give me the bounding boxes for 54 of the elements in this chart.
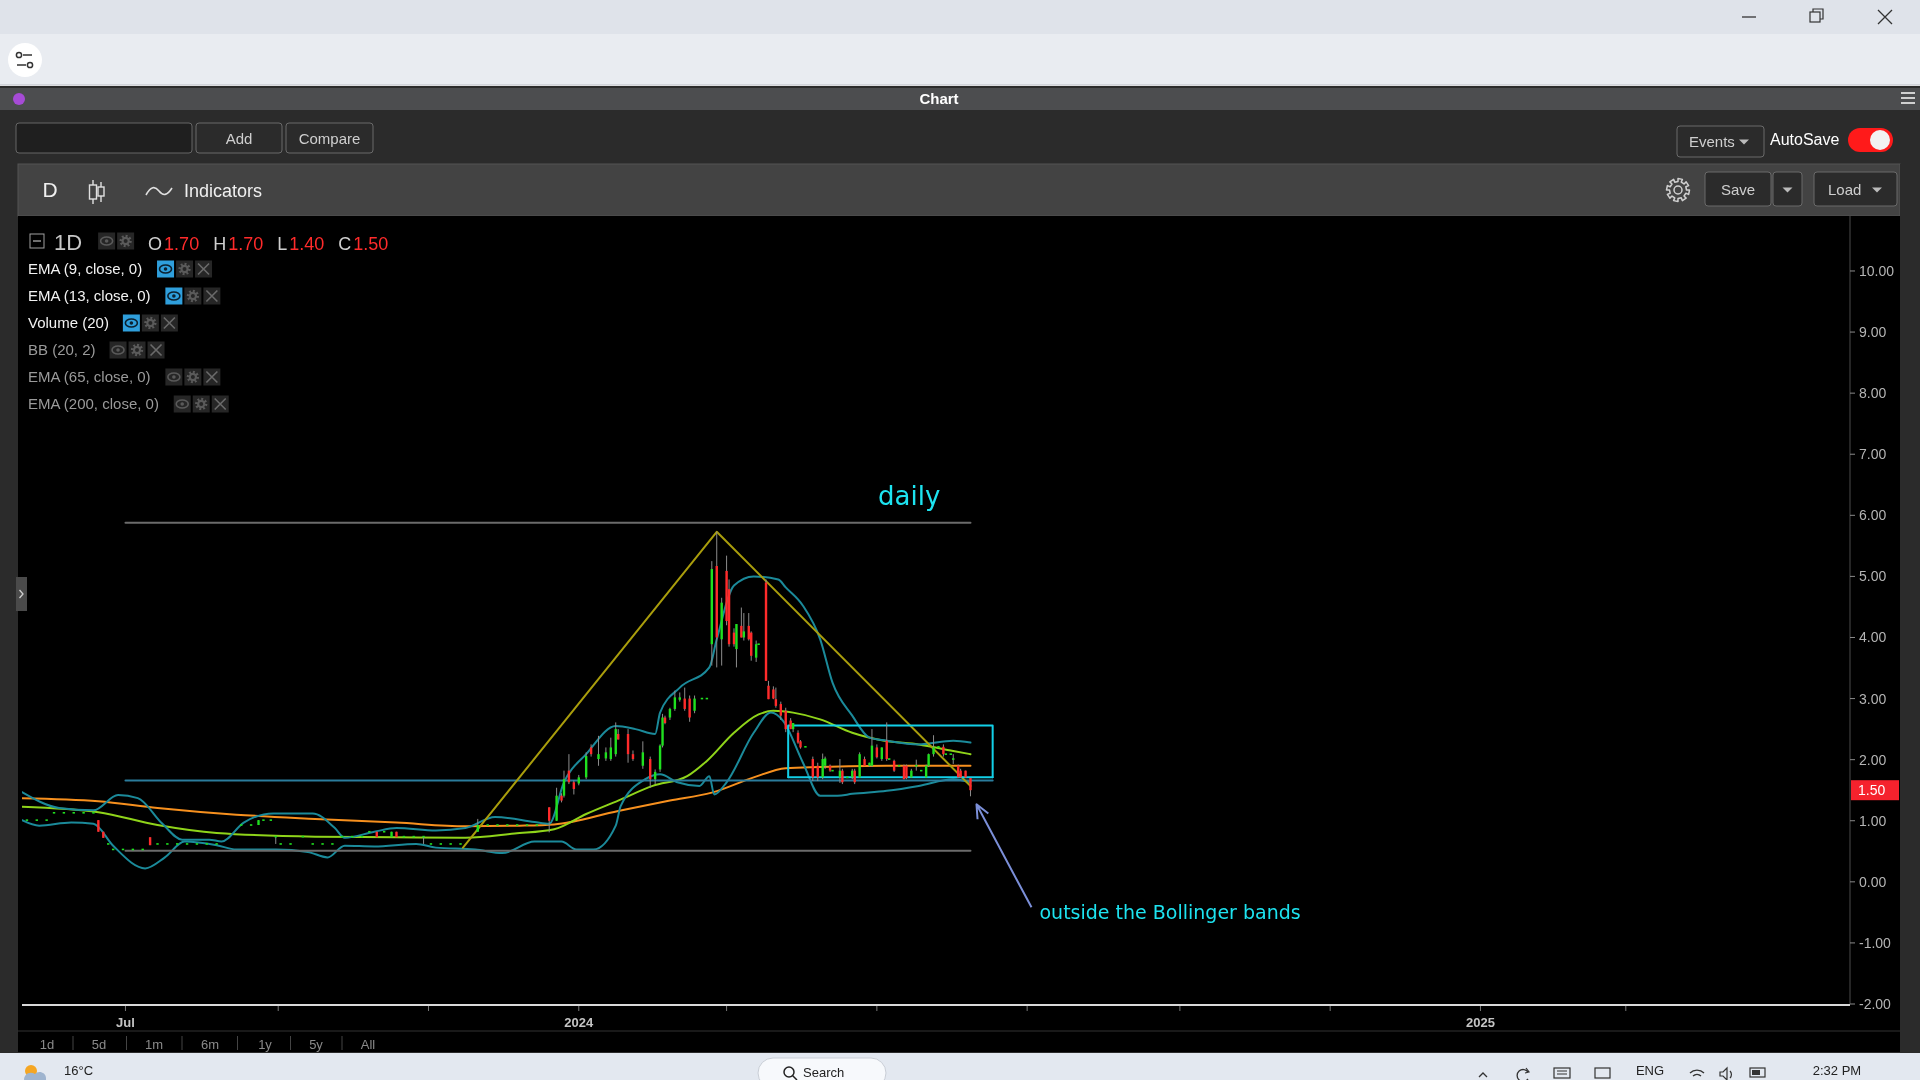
text: 1D (54, 230, 83, 255)
text: Search (803, 1065, 845, 1080)
text: 1.50 (1858, 782, 1886, 799)
y-tick-label: 6.00 (1859, 507, 1887, 524)
annotation: BB (20, 2) (28, 341, 96, 358)
text: 1m (144, 1037, 164, 1052)
annotation: outside the Bollinger bands (1039, 901, 1301, 924)
text: 5y (309, 1037, 324, 1052)
annotation: O (148, 234, 163, 254)
annotation: 1.70 (164, 234, 200, 254)
text: 1y (258, 1037, 273, 1052)
y-tick-label: 10.00 (1859, 262, 1895, 279)
y-tick-label: -2.00 (1859, 996, 1892, 1012)
y-tick-label: 3.00 (1859, 690, 1887, 707)
text: AutoSave (1770, 131, 1840, 148)
x-tick-label: Jul (116, 1015, 135, 1030)
annotation: 1.70 (228, 234, 264, 254)
text: Chart (919, 90, 959, 107)
text: 2:32 PM (1812, 1063, 1862, 1078)
text: Load (1828, 181, 1862, 198)
text: Add (225, 129, 253, 147)
annotation: EMA (9, close, 0) (28, 260, 143, 277)
y-tick-label: -1.00 (1859, 934, 1892, 951)
x-tick-label: 2024 (564, 1015, 595, 1030)
text: Indicators (184, 180, 263, 201)
annotation: H (213, 234, 227, 254)
text: All (360, 1037, 376, 1052)
text: 1d (39, 1037, 55, 1052)
y-tick-label: 7.00 (1859, 446, 1887, 463)
y-tick-label: 5.00 (1859, 568, 1887, 585)
y-tick-label: 0.00 (1859, 873, 1887, 890)
text: 5d (91, 1037, 107, 1052)
y-tick-label: 4.00 (1859, 629, 1887, 646)
annotation: 1.40 (289, 234, 325, 254)
y-tick-label: 9.00 (1859, 324, 1887, 341)
x-tick-label: 2025 (1466, 1015, 1495, 1030)
text: Events (1689, 132, 1735, 150)
y-tick-label: 2.00 (1859, 751, 1887, 768)
text: D (42, 178, 58, 201)
y-tick-label: 1.00 (1859, 812, 1887, 829)
text: Save (1720, 181, 1756, 198)
annotation: Volume (20) (28, 314, 109, 331)
annotation: L (277, 234, 288, 254)
annotation: daily (878, 481, 941, 511)
text: Compare (298, 129, 361, 147)
text: 16°C (64, 1063, 94, 1078)
text: ENG (1635, 1063, 1665, 1078)
text: 6m (200, 1037, 220, 1052)
annotation: C (338, 234, 352, 254)
annotation: EMA (65, close, 0) (28, 368, 151, 385)
annotation: EMA (13, close, 0) (28, 287, 151, 304)
annotation: 1.50 (353, 234, 389, 254)
y-tick-label: 8.00 (1859, 385, 1887, 402)
annotation: EMA (200, close, 0) (28, 395, 159, 412)
